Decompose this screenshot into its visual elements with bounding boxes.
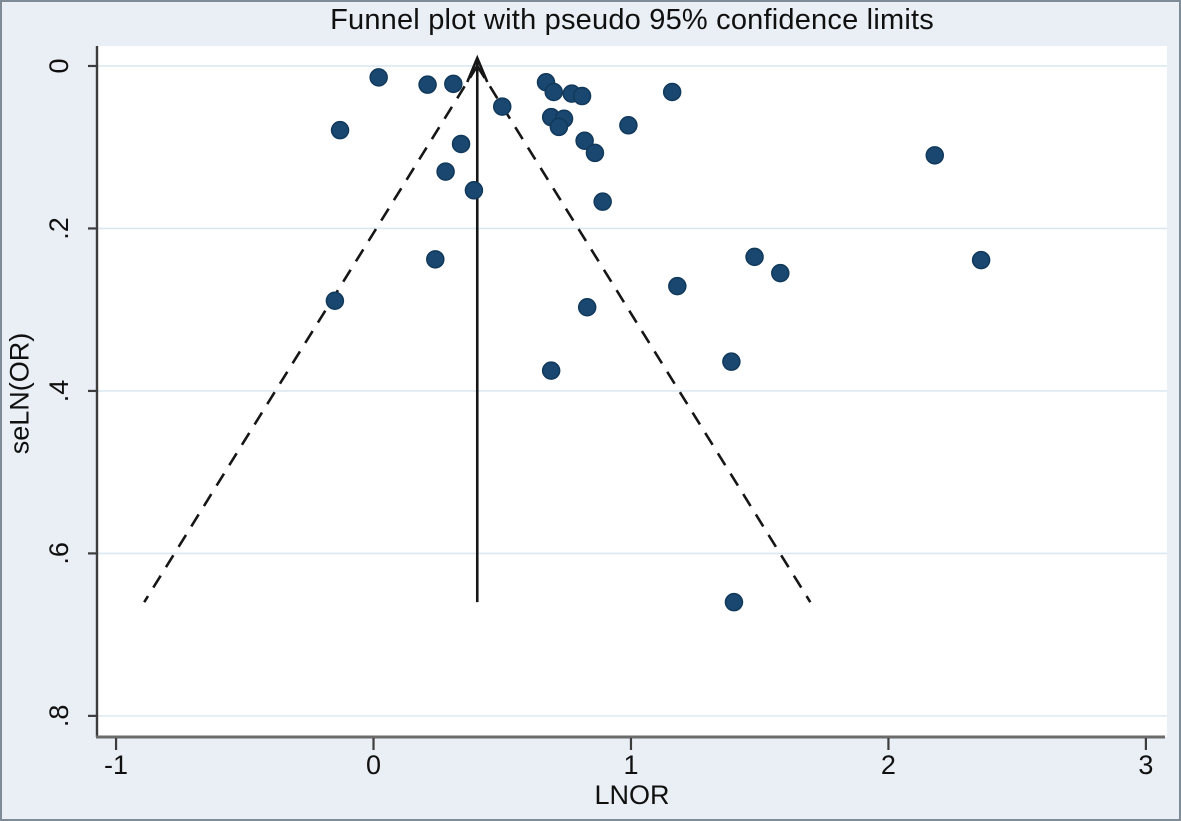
x-tick-label: -1 <box>104 750 128 780</box>
y-tick-label: .2 <box>44 217 74 240</box>
data-point <box>585 143 605 163</box>
data-point <box>444 74 463 94</box>
data-point <box>724 592 744 612</box>
data-point <box>771 263 790 283</box>
data-point <box>925 146 945 165</box>
data-point <box>577 298 597 317</box>
y-axis-label: seLN(OR) <box>4 332 35 455</box>
data-point <box>619 116 638 135</box>
y-tick-label: .4 <box>44 380 74 403</box>
y-tick-label: .8 <box>44 705 74 728</box>
data-point <box>464 181 484 200</box>
x-tick-label: 3 <box>1138 750 1153 780</box>
data-point <box>418 75 437 94</box>
pseudo-ci-left-limit <box>143 65 479 603</box>
data-point <box>668 276 687 296</box>
data-point <box>541 361 561 380</box>
data-point <box>662 82 682 102</box>
data-point <box>544 82 563 102</box>
data-point <box>426 250 445 269</box>
data-point <box>451 134 471 154</box>
y-tick-label: 0 <box>44 58 74 73</box>
data-point <box>436 162 455 181</box>
data-point <box>745 247 764 267</box>
x-tick-label: 1 <box>623 750 638 780</box>
chart-title: Funnel plot with pseudo 95% confidence l… <box>330 4 934 36</box>
data-point <box>369 68 388 87</box>
data-point <box>722 352 741 371</box>
data-point <box>593 192 612 211</box>
data-point <box>971 250 991 270</box>
x-tick-label: 2 <box>881 750 896 780</box>
x-axis-label: LNOR <box>594 780 670 810</box>
y-tick-label: .6 <box>44 542 74 565</box>
data-point <box>549 117 569 137</box>
pseudo-ci-right-limit <box>476 65 812 603</box>
data-point <box>572 86 592 106</box>
data-point <box>492 97 512 116</box>
x-tick-label: 0 <box>366 750 381 780</box>
data-point <box>325 291 345 311</box>
arrow-up-icon <box>466 54 489 83</box>
data-point <box>575 131 594 150</box>
data-point <box>330 120 350 140</box>
